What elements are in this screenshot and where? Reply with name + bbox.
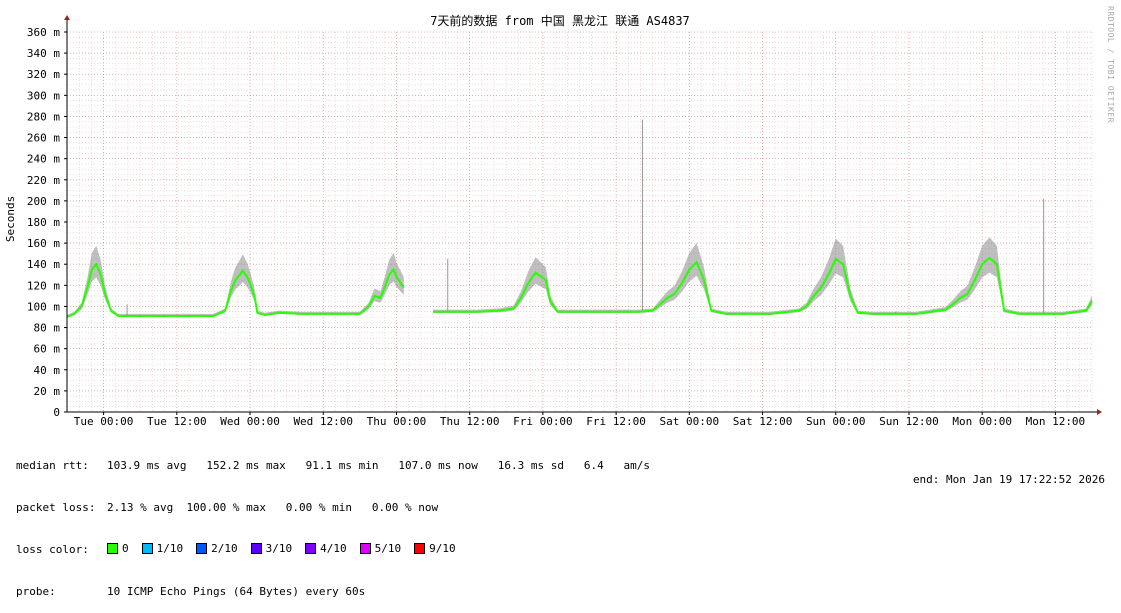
y-tick-label: 80 m — [34, 322, 61, 335]
loss-color-swatch — [359, 543, 371, 555]
loss-color-item: 2/10 — [196, 542, 238, 556]
probe-row: probe: 10 ICMP Echo Pings (64 Bytes) ever… — [16, 585, 650, 599]
y-tick-label: 280 m — [27, 110, 60, 123]
loss-color-row: loss color: 0 1/10 2/10 3/10 4/10 5/10 9/10 — [16, 542, 650, 559]
y-tick-label: 360 m — [27, 26, 60, 39]
x-tick-label: Sat 12:00 — [733, 415, 793, 428]
chart-title: 7天前的数据 from 中国 黑龙江 联通 AS4837 — [430, 13, 690, 28]
x-tick-label: Wed 00:00 — [220, 415, 280, 428]
y-tick-label: 160 m — [27, 237, 60, 250]
x-tick-label: Fri 12:00 — [586, 415, 646, 428]
y-tick-label: 140 m — [27, 258, 60, 271]
spikes — [126, 119, 1045, 316]
x-tick-label: Thu 12:00 — [440, 415, 500, 428]
x-tick-label: Fri 00:00 — [513, 415, 573, 428]
loss-color-item: 9/10 — [414, 542, 456, 556]
y-tick-label: 180 m — [27, 216, 60, 229]
y-tick-label: 340 m — [27, 47, 60, 60]
y-tick-label: 200 m — [27, 195, 60, 208]
series-lines — [66, 256, 1093, 318]
loss-color-item: 5/10 — [359, 541, 402, 556]
probe-label: probe: — [16, 585, 56, 598]
median-rtt-line — [66, 262, 405, 318]
loss-color-swatch — [196, 543, 208, 555]
y-axis-arrow — [64, 15, 70, 20]
probe-text: 10 ICMP Echo Pings (64 Bytes) every 60s — [107, 585, 366, 598]
loss-color-swatch — [107, 543, 118, 555]
packet-loss-stats: 2.13 % avg 100.00 % max 0.00 % min 0.00 … — [107, 501, 439, 514]
y-tick-label: 260 m — [27, 132, 60, 145]
x-tick-label: Mon 12:00 — [1026, 415, 1086, 428]
median-rtt-label: median rtt: — [16, 459, 89, 472]
watermark: RRDTOOL / TOBI OETIKER — [1106, 6, 1115, 123]
loss-color-swatch — [305, 543, 317, 555]
loss-color-item: 0 — [107, 542, 129, 556]
packet-loss-label: packet loss: — [16, 501, 96, 514]
x-tick-label: Wed 12:00 — [293, 415, 353, 428]
x-tick-label: Sun 00:00 — [806, 415, 866, 428]
x-tick-label: Thu 00:00 — [367, 415, 427, 428]
y-tick-label: 60 m — [34, 343, 61, 356]
loss-color-item: 4/10 — [305, 542, 347, 556]
legend: median rtt: 103.9 ms avg 152.2 ms max 91.… — [16, 431, 650, 613]
y-tick-label: 240 m — [27, 153, 60, 166]
x-tick-label: Tue 00:00 — [74, 415, 134, 428]
y-axis-label: Seconds — [4, 196, 17, 242]
loss-color-swatch — [141, 543, 153, 555]
y-tick-label: 120 m — [27, 279, 60, 292]
loss-color-item: 3/10 — [250, 541, 293, 556]
loss-color-text: 4/10 — [320, 541, 347, 555]
latency-chart: 7天前的数据 from 中国 黑龙江 联通 AS4837 Seconds 0 20… — [4, 13, 1102, 428]
median-rtt-row: median rtt: 103.9 ms avg 152.2 ms max 91.… — [16, 459, 650, 473]
end-timestamp: end: Mon Jan 19 17:22:52 2026 — [912, 473, 1105, 486]
loss-color-item: 1/10 — [141, 541, 184, 556]
loss-color-text: 5/10 — [374, 541, 402, 555]
grid — [66, 31, 1093, 413]
y-tick-labels: 0 20 m 40 m 60 m 80 m 100 m 120 m 140 m 160 m 180… — [27, 26, 67, 419]
x-tick-label: Mon 00:00 — [952, 415, 1012, 428]
y-tick-label: 20 m — [34, 385, 61, 398]
loss-color-text: 1/10 — [156, 541, 184, 555]
loss-color-text: 9/10 — [429, 541, 456, 555]
median-rtt-stats: 103.9 ms avg 152.2 ms max 91.1 ms min 10… — [107, 459, 651, 472]
axes — [64, 15, 1102, 415]
y-tick-label: 100 m — [27, 300, 60, 313]
y-tick-label: 320 m — [27, 68, 60, 81]
packet-loss-row: packet loss: 2.13 % avg 100.00 % max 0.00… — [16, 501, 650, 515]
x-tick-label: Sat 00:00 — [660, 415, 720, 428]
loss-color-text: 3/10 — [265, 541, 293, 555]
y-tick-label: 220 m — [27, 174, 60, 187]
loss-color-label: loss color: — [16, 543, 89, 556]
x-tick-label: Sun 12:00 — [879, 415, 939, 428]
x-tick-labels: Tue 00:00 Tue 12:00 Wed 00:00 Wed 12:00 Thu … — [74, 412, 1085, 428]
y-tick-label: 40 m — [34, 364, 61, 377]
loss-color-list: 0 1/10 2/10 3/10 4/10 5/10 9/10 — [107, 542, 469, 559]
median-rtt-line — [433, 256, 1093, 315]
x-axis-arrow — [1097, 409, 1102, 415]
loss-color-swatch — [250, 543, 262, 555]
loss-color-swatch — [414, 543, 426, 555]
y-tick-label: 0 — [53, 406, 60, 419]
loss-color-text: 2/10 — [211, 541, 238, 555]
x-tick-label: Tue 12:00 — [147, 415, 207, 428]
y-tick-label: 300 m — [27, 89, 60, 102]
loss-color-text: 0 — [122, 541, 129, 555]
